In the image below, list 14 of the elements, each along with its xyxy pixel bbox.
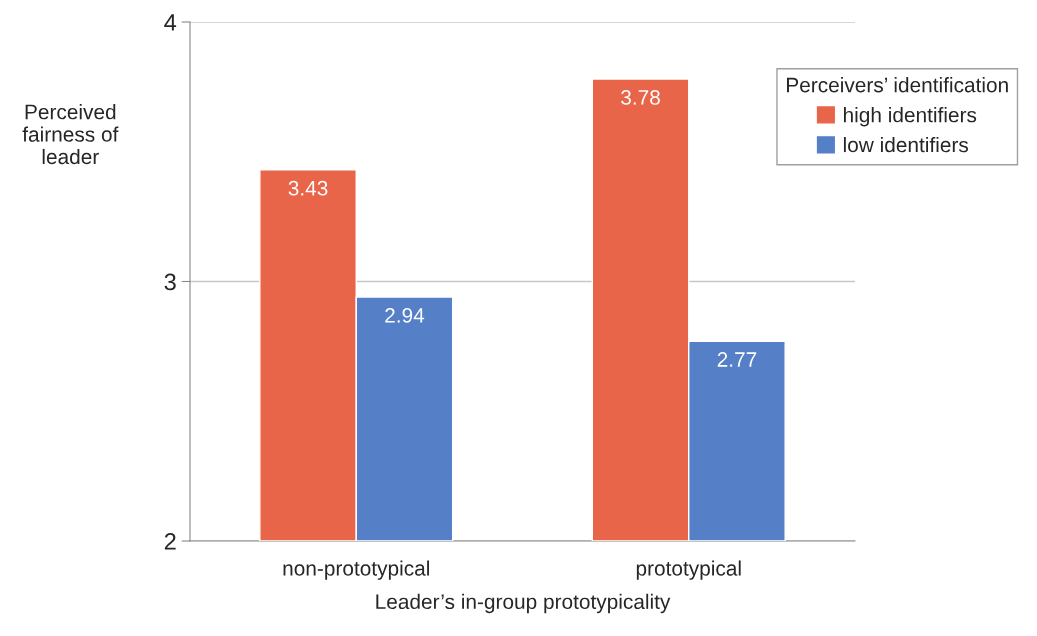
data-label: 3.78 [621,90,660,105]
legend-label: high identifiers [844,107,977,127]
y-tick-label: 2 [164,533,176,550]
x-axis-title: Leader’s in-group prototypicality [376,593,671,614]
data-label: 2.77 [717,352,757,367]
x-tick-label: prototypical [636,560,741,580]
legend-title: Perceivers’ identification [787,77,1008,93]
y-tick-label: 4 [164,14,177,31]
data-label: 2.94 [385,308,425,323]
y-axis-title: Perceived fairness of leader [22,104,119,165]
legend-label: low identifiers [843,136,969,153]
data-label: 3.43 [288,180,328,196]
y-tick-label: 3 [164,273,176,291]
x-tick-label: non-prototypical [283,560,429,580]
